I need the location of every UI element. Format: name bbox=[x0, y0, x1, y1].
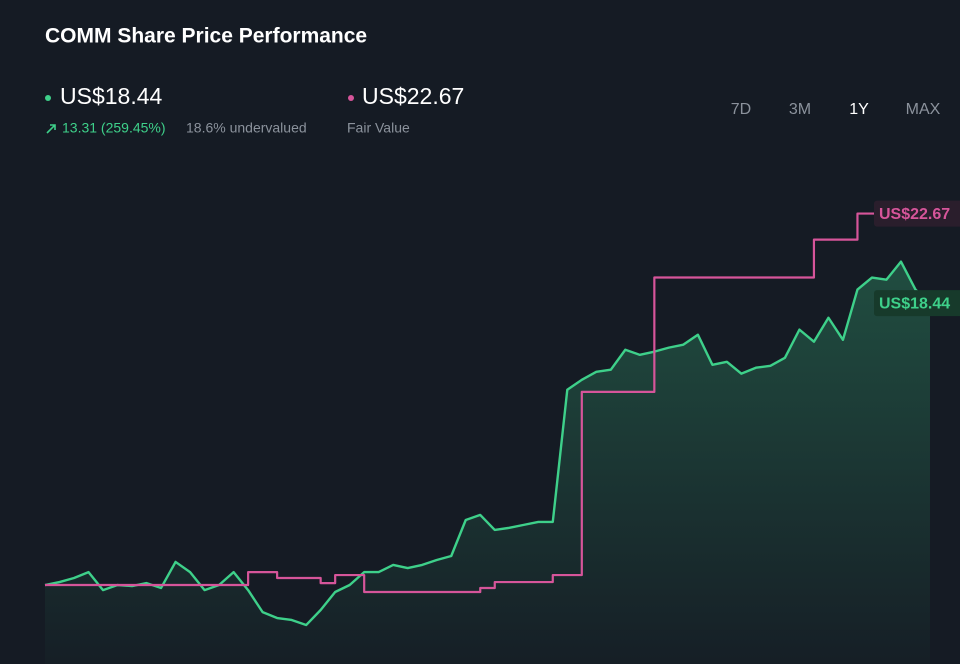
fair-value-caption: Fair Value bbox=[347, 120, 410, 136]
end-label-bg bbox=[874, 290, 960, 317]
fair-value-dot bbox=[348, 95, 354, 101]
up-arrow bbox=[46, 124, 56, 134]
fair-value-line bbox=[45, 212, 930, 594]
price-area bbox=[45, 261, 930, 664]
range-button[interactable]: 3M bbox=[789, 101, 811, 118]
end-label: US$18.44 bbox=[879, 295, 950, 312]
fair-value-label: US$22.67 bbox=[362, 83, 464, 109]
range-button[interactable]: MAX bbox=[906, 101, 941, 118]
end-label-bg bbox=[874, 200, 960, 227]
valuation-label: 18.6% undervalued bbox=[186, 120, 307, 136]
end-label-group: US$18.44 bbox=[874, 290, 960, 317]
end-label-group: US$22.67 bbox=[874, 200, 960, 227]
price-label: US$18.44 bbox=[60, 83, 163, 109]
end-label: US$22.67 bbox=[879, 206, 950, 223]
range-button[interactable]: 1Y bbox=[849, 101, 869, 118]
range-button[interactable]: 7D bbox=[731, 101, 751, 118]
change-label: 13.31 (259.45%) bbox=[62, 120, 166, 136]
price-line bbox=[44, 260, 931, 627]
chart-title: COMM Share Price Performance bbox=[45, 25, 367, 48]
price-dot bbox=[45, 95, 51, 101]
